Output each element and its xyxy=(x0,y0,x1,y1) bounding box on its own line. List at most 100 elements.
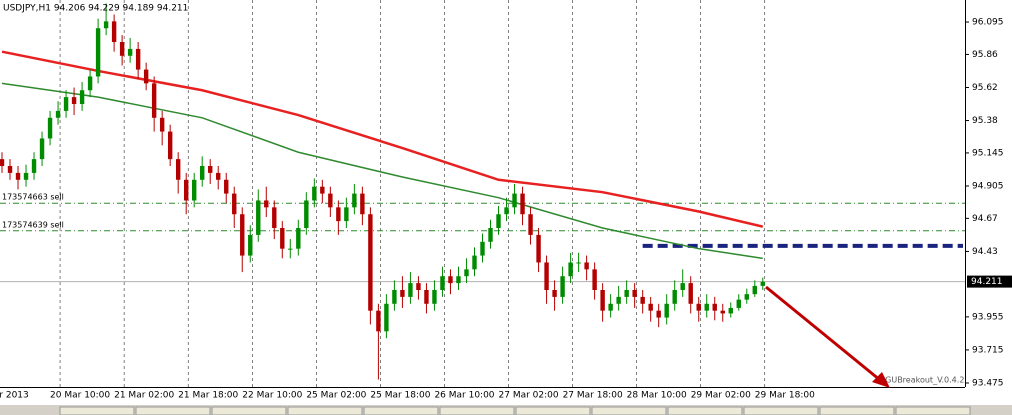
candle-body xyxy=(55,110,61,118)
candle-body xyxy=(232,193,237,215)
candle-body xyxy=(7,166,13,173)
candle-body xyxy=(688,283,693,304)
moving-average xyxy=(1,82,763,260)
candle-body xyxy=(296,228,301,249)
chart-title: USDJPY,H1 94.206 94.229 94.189 94.211 xyxy=(3,4,188,14)
candle-body xyxy=(432,290,437,304)
tabs xyxy=(59,406,971,415)
tab[interactable] xyxy=(515,406,591,415)
tab[interactable] xyxy=(743,406,819,415)
x-tick-label: 27 Mar 02:00 xyxy=(499,391,559,401)
y-tick-label: 93.475 xyxy=(972,379,1004,389)
tab[interactable] xyxy=(667,406,743,415)
candle-body xyxy=(384,303,389,332)
x-tick-label: 25 Mar 02:00 xyxy=(306,391,366,401)
candle-body xyxy=(368,214,373,311)
y-tick-label: 95.145 xyxy=(972,148,1004,158)
candle-body xyxy=(504,207,509,215)
candle-body xyxy=(400,290,405,297)
candle-body xyxy=(272,207,277,229)
candle-body xyxy=(216,172,221,180)
candle-body xyxy=(448,276,453,284)
moving-average xyxy=(1,50,764,228)
candle-body xyxy=(159,117,165,132)
candle-body xyxy=(336,207,341,222)
order-label: 173574663 sell xyxy=(2,193,64,202)
candle-body xyxy=(280,228,285,249)
tab[interactable] xyxy=(895,406,971,415)
candle-body xyxy=(456,276,461,284)
candle-body xyxy=(704,303,709,311)
candle-body xyxy=(344,207,349,222)
y-tick-label: 93.715 xyxy=(972,345,1004,355)
candle-body xyxy=(191,179,197,201)
candle-body xyxy=(103,21,109,29)
candle-body xyxy=(39,138,45,160)
tab[interactable] xyxy=(363,406,439,415)
tab[interactable] xyxy=(819,406,895,415)
candle-body xyxy=(736,299,741,308)
candle-body xyxy=(520,193,525,215)
candle-body xyxy=(464,269,469,277)
candle-body xyxy=(752,285,757,295)
candle-body xyxy=(480,241,485,256)
candle-body xyxy=(584,262,589,270)
candle-body xyxy=(328,193,333,208)
y-tick-label: 95.62 xyxy=(972,83,998,93)
x-tick-label: 28 Mar 10:00 xyxy=(627,391,687,401)
candle-body xyxy=(23,172,29,180)
tab[interactable] xyxy=(591,406,667,415)
candle-body xyxy=(87,76,93,91)
candle-body xyxy=(304,200,309,229)
candle-body xyxy=(440,276,445,291)
y-tick-label: 94.67 xyxy=(972,214,998,224)
x-tick-label: 25 Mar 18:00 xyxy=(370,391,430,401)
candle-body xyxy=(392,290,397,304)
plot-area: 173574663 sell 173574639 sell xyxy=(0,0,965,387)
candle-body xyxy=(224,179,229,194)
bid-label: 94.211 xyxy=(971,277,1003,287)
candle-body xyxy=(640,296,645,304)
candle-body xyxy=(200,166,205,180)
candle-body xyxy=(127,48,133,56)
candle-body xyxy=(592,269,597,291)
candle-body xyxy=(648,303,653,311)
candle-body xyxy=(248,234,253,256)
candle-body xyxy=(512,193,517,208)
trend-arrow xyxy=(765,285,890,388)
order-label: 173574639 sell xyxy=(2,220,64,229)
x-tick-label: 22 Mar 10:00 xyxy=(242,391,302,401)
candle-body xyxy=(47,117,53,139)
y-tick-label: 93.955 xyxy=(972,312,1004,322)
candle-body xyxy=(472,255,477,270)
candle-body xyxy=(0,159,5,167)
candle-body xyxy=(416,283,421,291)
candle-body xyxy=(672,290,677,304)
tab[interactable] xyxy=(439,406,515,415)
candle-body xyxy=(288,248,293,250)
candle-body xyxy=(167,131,173,160)
candle-body xyxy=(424,290,429,304)
candle-body xyxy=(175,159,181,180)
candle-body xyxy=(744,294,749,300)
candle-body xyxy=(312,186,317,201)
candle-body xyxy=(15,172,21,180)
tab[interactable] xyxy=(211,406,287,415)
candle-body xyxy=(600,290,605,311)
candle-body xyxy=(352,193,357,208)
candle-body xyxy=(616,296,621,304)
x-tick-label: 21 Mar 02:00 xyxy=(114,391,174,401)
candle-body xyxy=(696,303,701,311)
candle-body xyxy=(408,283,413,297)
candle-body xyxy=(560,276,565,297)
tab[interactable] xyxy=(135,406,211,415)
candle-body xyxy=(360,193,365,215)
x-tick-label: 27 Mar 18:00 xyxy=(563,391,623,401)
candle-body xyxy=(71,97,77,105)
candle-body xyxy=(63,97,69,111)
tab[interactable] xyxy=(59,406,135,415)
y-tick-label: 95.38 xyxy=(972,116,998,126)
candle-body xyxy=(664,303,669,318)
tab[interactable] xyxy=(287,406,363,415)
